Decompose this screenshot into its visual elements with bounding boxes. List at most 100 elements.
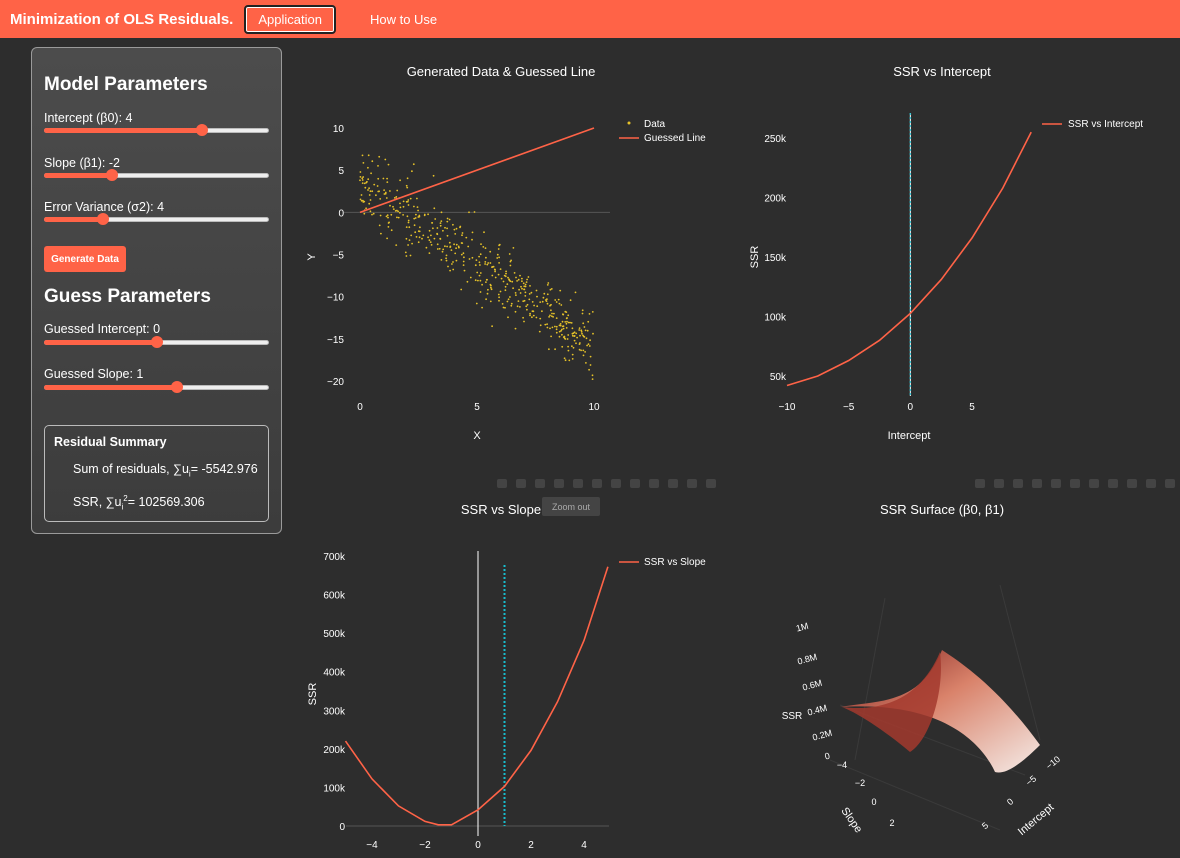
slider-thumb[interactable] (105, 169, 118, 181)
modebar-icon[interactable] (630, 479, 640, 488)
data-point (418, 236, 421, 239)
tab-application[interactable]: Application (244, 4, 336, 34)
modebar-icon[interactable] (668, 479, 678, 488)
data-point (587, 320, 590, 323)
data-point (567, 349, 570, 352)
data-point (405, 226, 408, 229)
data-point (531, 316, 533, 319)
modebar-icon[interactable] (1070, 479, 1080, 488)
modebar-icon[interactable] (516, 479, 526, 488)
y-tick-label: 10 (333, 124, 345, 135)
data-point (451, 263, 453, 265)
data-point (560, 304, 563, 306)
data-point (471, 238, 473, 241)
modebar-icon[interactable] (1089, 479, 1099, 488)
data-point (522, 282, 525, 285)
data-point (389, 190, 391, 192)
data-point (493, 268, 496, 271)
data-point (513, 272, 516, 274)
y-axis-label: Y (306, 253, 318, 261)
guessed-intercept-slider[interactable] (44, 335, 269, 349)
data-point (402, 214, 404, 216)
data-point (551, 326, 554, 329)
data-point (462, 260, 465, 263)
slider-thumb[interactable] (170, 381, 183, 393)
data-point (503, 274, 506, 277)
modebar-icon[interactable] (1165, 479, 1175, 488)
modebar-icon[interactable] (1032, 479, 1042, 488)
y-axis-label: SSR (307, 683, 319, 706)
slider-thumb[interactable] (150, 336, 163, 348)
data-point (406, 177, 409, 180)
modebar-icon[interactable] (994, 479, 1004, 488)
y-tick-label: 400k (323, 668, 346, 679)
data-point (363, 200, 366, 203)
data-point (383, 189, 385, 192)
slope-slider[interactable] (44, 168, 269, 182)
modebar-icon[interactable] (1013, 479, 1023, 488)
x-tick-label: 4 (581, 840, 587, 851)
intercept-slider[interactable] (44, 123, 269, 137)
data-point (490, 286, 492, 289)
data-point (588, 313, 591, 315)
data-point (531, 301, 534, 303)
data-point (439, 224, 442, 227)
data-point (512, 287, 514, 290)
intercept-tick-label: −5 (1024, 774, 1038, 788)
generate-data-button[interactable]: Generate Data (44, 246, 126, 272)
modebar-icon[interactable] (497, 479, 507, 488)
guessed-slope-slider[interactable] (44, 380, 269, 394)
intercept-tick-label: 0 (1005, 796, 1015, 807)
tab-how-to-use[interactable]: How to Use (369, 11, 438, 27)
slider-thumb[interactable] (195, 124, 208, 136)
data-point (479, 291, 482, 293)
data-point (561, 320, 564, 323)
modebar-icon[interactable] (975, 479, 985, 488)
ssr-sup: 2 (123, 494, 128, 503)
variance-slider[interactable] (44, 212, 269, 226)
modebar-icon[interactable] (706, 479, 716, 488)
modebar-icon[interactable] (535, 479, 545, 488)
data-point (387, 216, 389, 219)
modebar-icon[interactable] (649, 479, 659, 488)
data-point (580, 331, 583, 333)
data-point (558, 330, 561, 333)
data-point (428, 239, 431, 242)
data-point (387, 226, 390, 228)
data-point (449, 245, 452, 248)
data-point (565, 322, 568, 325)
data-point (504, 285, 507, 288)
modebar-icon[interactable] (1127, 479, 1137, 488)
modebar-icon[interactable] (1146, 479, 1156, 488)
data-point (449, 269, 451, 272)
modebar-icon[interactable] (1108, 479, 1118, 488)
data-point (507, 316, 509, 319)
data-point (511, 280, 514, 283)
x-tick-label: 0 (908, 402, 914, 413)
data-point (399, 206, 402, 209)
y-tick-label: 0 (338, 208, 344, 219)
modebar-icon[interactable] (554, 479, 564, 488)
data-point (490, 288, 493, 291)
data-point (578, 327, 581, 329)
data-point (563, 357, 566, 360)
chart-title: SSR vs Intercept (893, 64, 991, 79)
data-point (454, 252, 457, 255)
modebar-icon[interactable] (611, 479, 621, 488)
modebar-icon[interactable] (573, 479, 583, 488)
data-point (444, 245, 446, 248)
data-point (413, 205, 415, 208)
data-point (486, 263, 489, 266)
x-tick-label: −2 (419, 840, 431, 851)
data-point (527, 276, 530, 278)
slider-thumb[interactable] (96, 213, 109, 225)
data-point (546, 302, 549, 305)
data-point (485, 278, 488, 281)
data-point (446, 245, 448, 248)
data-point (478, 261, 481, 264)
guessed-line (359, 127, 595, 214)
modebar-icon[interactable] (687, 479, 697, 488)
data-point (375, 194, 377, 197)
modebar-icon[interactable] (1051, 479, 1061, 488)
modebar-icon[interactable] (592, 479, 602, 488)
